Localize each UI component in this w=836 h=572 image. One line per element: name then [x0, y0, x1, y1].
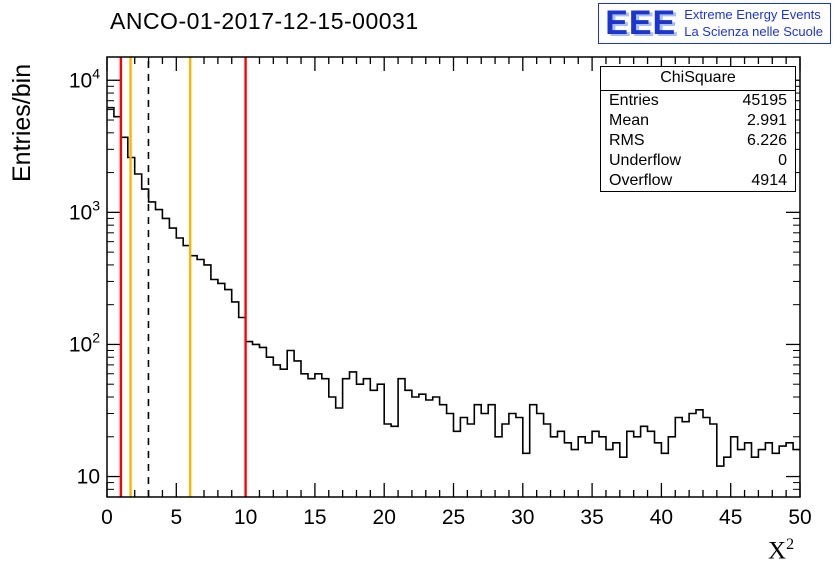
stats-label: Underflow: [609, 152, 682, 169]
svg-text:20: 20: [373, 506, 396, 529]
stats-row-rms: RMS 6.226: [601, 131, 795, 151]
stats-label: Entries: [609, 92, 659, 109]
stats-label: Overflow: [609, 172, 673, 189]
svg-text:5: 5: [170, 506, 182, 529]
eee-logo-text: Extreme Energy Events La Scienza nelle S…: [684, 6, 823, 40]
eee-logo-line2: La Scienza nelle Scuole: [684, 24, 823, 39]
svg-text:0: 0: [101, 506, 113, 529]
stats-box: ChiSquare Entries 45195 Mean 2.991 RMS 6…: [600, 66, 796, 192]
x-axis-title-exponent: 2: [786, 536, 795, 553]
stats-value: 0: [778, 152, 787, 169]
svg-text:50: 50: [788, 506, 811, 529]
svg-text:35: 35: [580, 506, 603, 529]
y-axis-title: Entries/bin: [8, 63, 36, 182]
svg-text:104: 104: [69, 65, 100, 92]
svg-text:40: 40: [650, 506, 673, 529]
stats-value: 4914: [751, 172, 787, 189]
svg-text:102: 102: [69, 329, 100, 356]
stats-label: RMS: [609, 132, 645, 149]
svg-text:30: 30: [511, 506, 534, 529]
stats-value: 45195: [742, 92, 788, 109]
stats-title: ChiSquare: [601, 67, 795, 91]
svg-text:45: 45: [719, 506, 742, 529]
histogram-step-line: [107, 106, 800, 467]
x-axis-title: X2: [768, 536, 794, 565]
x-axis-title-base: X: [768, 537, 787, 565]
stats-row-underflow: Underflow 0: [601, 151, 795, 171]
eee-logo-line1: Extreme Energy Events: [684, 7, 821, 22]
svg-text:15: 15: [303, 506, 326, 529]
eee-logo: EEE Extreme Energy Events La Scienza nel…: [598, 3, 831, 44]
stats-row-overflow: Overflow 4914: [601, 171, 795, 191]
plot-title: ANCO-01-2017-12-15-00031: [110, 8, 419, 34]
eee-logo-letters: EEE: [605, 4, 677, 42]
plot-frame: [106, 56, 801, 498]
stats-value: 6.226: [746, 132, 787, 149]
stats-row-mean: Mean 2.991: [601, 111, 795, 131]
svg-text:10: 10: [234, 506, 257, 529]
svg-text:10: 10: [77, 466, 100, 489]
svg-text:25: 25: [442, 506, 465, 529]
svg-text:103: 103: [69, 197, 100, 224]
stats-value: 2.991: [746, 112, 787, 129]
stats-row-entries: Entries 45195: [601, 91, 795, 111]
stats-label: Mean: [609, 112, 650, 129]
